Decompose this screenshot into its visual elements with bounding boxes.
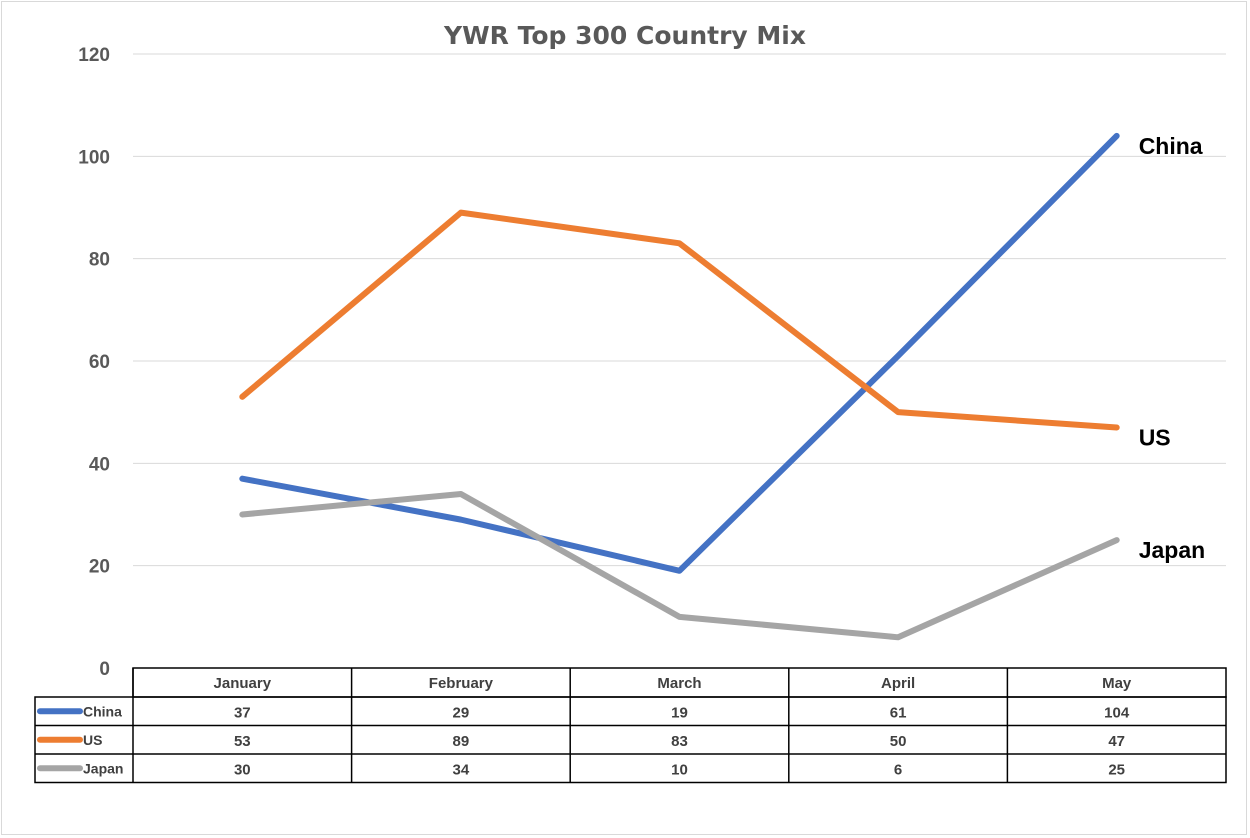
- y-tick-label: 60: [89, 352, 110, 373]
- data-table: January February March April May China 37 29 19 6…: [34, 667, 1227, 784]
- x-tick-label: May: [1102, 675, 1132, 692]
- y-axis-ticks: 0 20 40 60 80 100 120: [78, 45, 110, 680]
- table-cell: 50: [890, 733, 907, 750]
- legend-label-us: US: [83, 732, 102, 748]
- y-tick-label: 100: [78, 147, 110, 168]
- x-tick-label: February: [429, 675, 494, 692]
- table-body: [34, 696, 1227, 784]
- y-tick-label: 80: [89, 250, 110, 271]
- table-cell: 29: [453, 704, 470, 721]
- legend-label-china: China: [83, 703, 122, 719]
- end-label-china: China: [1139, 133, 1203, 159]
- table-cell: 10: [671, 761, 688, 778]
- x-tick-label: January: [214, 675, 272, 692]
- table-cell: 30: [234, 761, 251, 778]
- chart-title: YWR Top 300 Country Mix: [443, 21, 806, 50]
- table-cell: 19: [671, 704, 688, 721]
- y-tick-label: 40: [89, 454, 110, 475]
- table-cell: 37: [234, 704, 251, 721]
- series-line-china: [239, 132, 1120, 574]
- series-line-us: [239, 209, 1120, 431]
- series-end-labels: China US Japan: [1139, 133, 1205, 563]
- y-tick-label: 20: [89, 557, 110, 578]
- gridlines: [133, 53, 1226, 567]
- y-tick-label: 0: [99, 659, 110, 680]
- end-label-us: US: [1139, 425, 1171, 451]
- table-cell: 53: [234, 733, 251, 750]
- table-cell: 104: [1104, 704, 1130, 721]
- series-lines: [239, 132, 1120, 641]
- x-tick-label: March: [657, 675, 701, 692]
- table-cell: 83: [671, 733, 688, 750]
- table-cell: 47: [1108, 733, 1125, 750]
- y-tick-label: 120: [78, 45, 110, 66]
- table-cell: 34: [453, 761, 470, 778]
- x-tick-label: April: [881, 675, 915, 692]
- table-cell: 61: [890, 704, 907, 721]
- legend-label-japan: Japan: [83, 760, 123, 776]
- end-label-japan: Japan: [1139, 537, 1205, 563]
- table-cell: 6: [894, 761, 902, 778]
- table-cell: 25: [1108, 761, 1125, 778]
- table-cell: 89: [453, 733, 470, 750]
